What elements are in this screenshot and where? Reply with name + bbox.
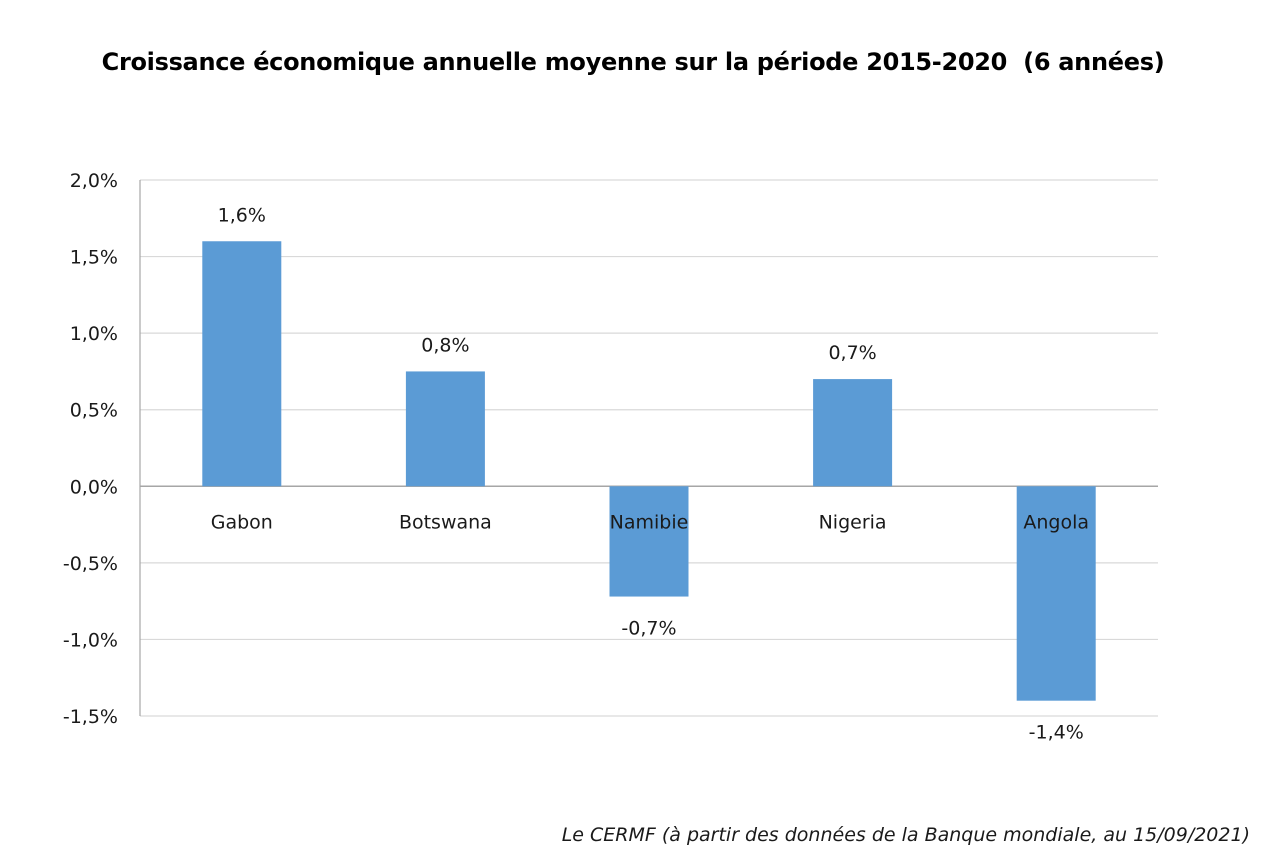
y-tick-label: -1,5%	[63, 706, 118, 728]
category-label: Gabon	[211, 511, 273, 533]
category-label: Angola	[1023, 511, 1089, 533]
labels: Gabon 1,6% Botswana 0,8% Namibie -0,7% Nigeria…	[211, 204, 1089, 743]
category-label: Botswana	[399, 511, 492, 533]
bar-nigeria	[813, 379, 893, 487]
bar-angola	[1016, 486, 1096, 701]
bars	[202, 241, 1096, 701]
y-tick-label: -1,0%	[63, 629, 118, 651]
y-tick-label: 1,0%	[70, 323, 118, 345]
bar-gabon	[202, 241, 282, 487]
bar-botswana	[405, 371, 485, 487]
data-label: -1,4%	[1029, 722, 1084, 744]
data-label: -0,7%	[621, 618, 676, 640]
axes: 2,0% 1,5% 1,0% 0,5% 0,0% -0,5% -1,0% -1,5%	[63, 170, 141, 728]
category-label: Namibie	[610, 511, 689, 533]
y-tick-label: 1,5%	[70, 247, 118, 269]
y-tick-label: 0,0%	[70, 476, 118, 498]
bar-namibie	[609, 486, 689, 597]
y-tick-label: 0,5%	[70, 400, 118, 422]
category-label: Nigeria	[819, 511, 887, 533]
data-label: 0,8%	[421, 334, 469, 356]
y-tick-label: -0,5%	[63, 553, 118, 575]
source-note: Le CERMF (à partir des données de la Ban…	[561, 824, 1250, 846]
data-label: 1,6%	[218, 204, 266, 226]
chart-title: Croissance économique annuelle moyenne s…	[101, 48, 1165, 76]
data-label: 0,7%	[828, 342, 876, 364]
gridlines	[140, 179, 1158, 717]
y-tick-label: 2,0%	[70, 170, 118, 192]
